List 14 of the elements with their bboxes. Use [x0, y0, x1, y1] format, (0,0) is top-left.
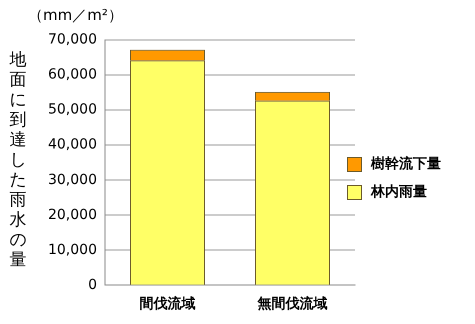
y-tick-label: 70,000 [48, 32, 97, 48]
y-tick-label: 0 [88, 276, 97, 293]
y-tick-label: 50,000 [48, 102, 97, 118]
y-tick-label: 40,000 [48, 136, 97, 153]
text: （mm／m²） [28, 6, 123, 25]
y-tick-label: 10,000 [48, 242, 97, 258]
x-tick-label: 間伐流域 [139, 295, 196, 312]
x-tick-label: 無間伐流域 [256, 295, 328, 312]
text: 地面に到達した雨水の量 [10, 50, 26, 270]
legend-label: 林内雨量 [371, 183, 427, 201]
y-tick-label: 30,000 [48, 172, 97, 188]
y-tick-label: 20,000 [48, 206, 97, 223]
y-tick-label: 60,000 [48, 66, 97, 83]
legend-label: 樹幹流下量 [371, 155, 441, 173]
